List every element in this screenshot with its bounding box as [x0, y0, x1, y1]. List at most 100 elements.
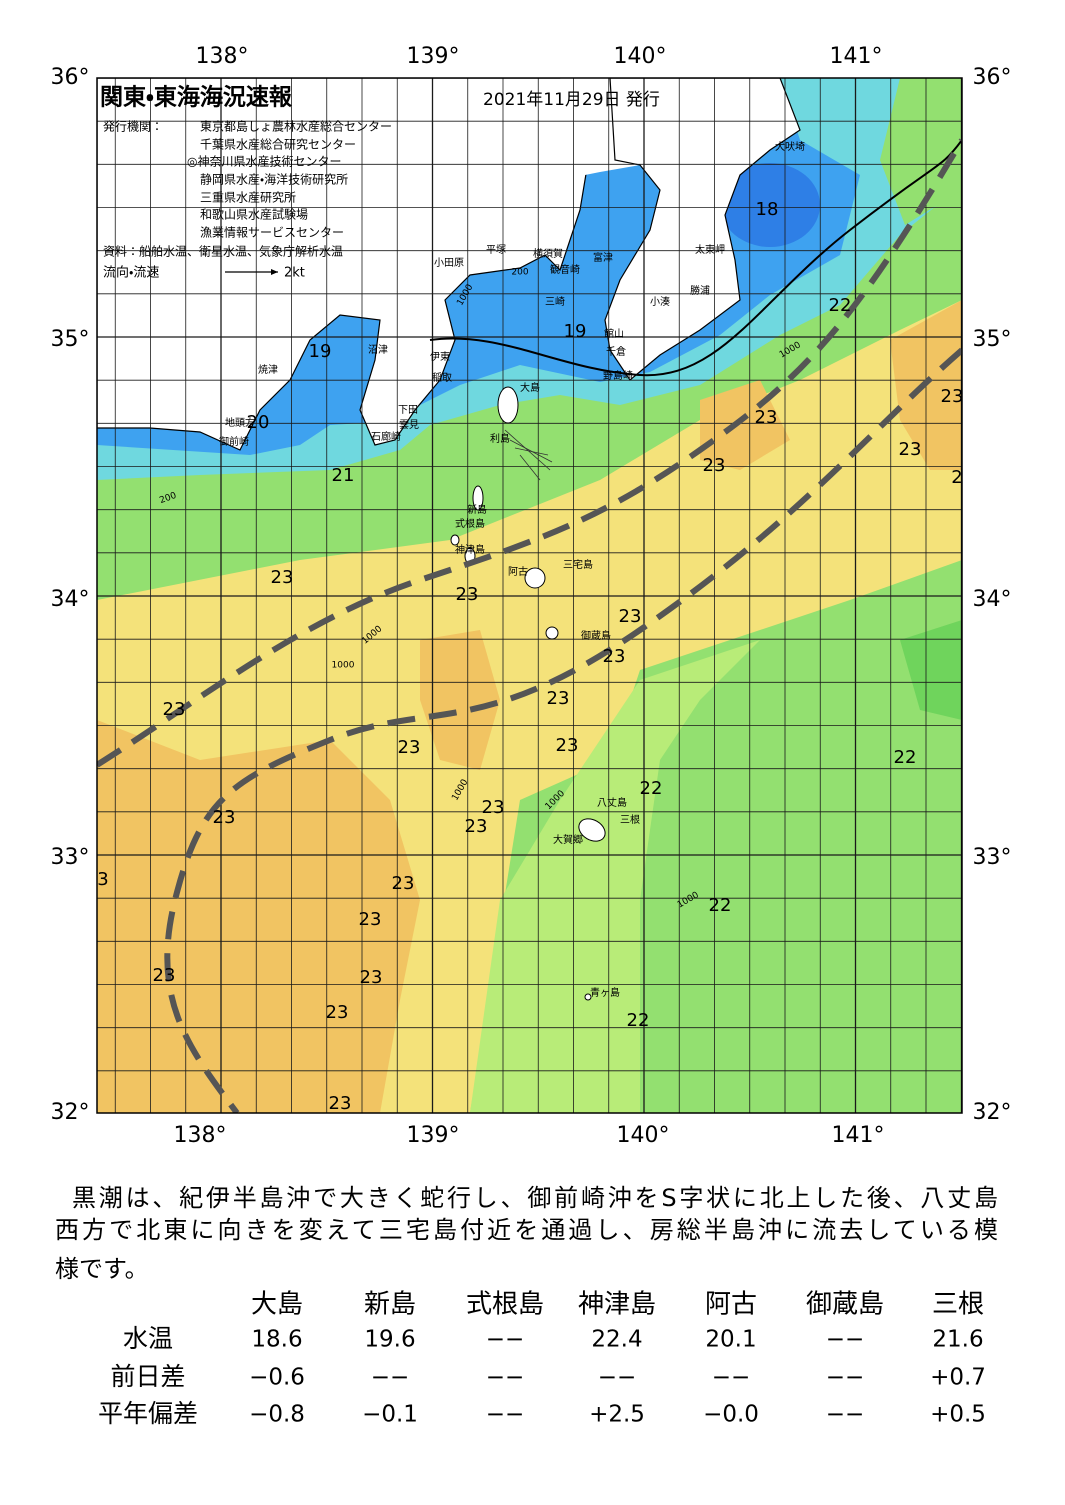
- legend-arrow-head: [271, 269, 278, 275]
- temperature-label: 18: [756, 199, 779, 220]
- current-vectors: [504, 429, 553, 481]
- temperature-label: 19: [309, 341, 332, 362]
- temperature-label: 20: [247, 412, 270, 433]
- water-lightgreen: [470, 640, 760, 1113]
- table-cell: +2.5: [589, 1402, 645, 1428]
- place-label: 三根: [620, 813, 640, 826]
- temperature-label: 23: [326, 1002, 349, 1023]
- table-header: 阿古: [705, 1290, 757, 1320]
- temperature-label: 23: [456, 584, 479, 605]
- longitude-label: 138°: [174, 1123, 227, 1148]
- place-label: 野島崎: [603, 369, 633, 382]
- table-cell: −−: [598, 1365, 637, 1391]
- table-cell: −0.6: [249, 1365, 305, 1391]
- issue-date: 2021年11月29日 発行: [483, 90, 660, 110]
- island: [578, 818, 606, 842]
- temperature-label: 23: [899, 439, 922, 460]
- description-line: 様です。: [55, 1255, 149, 1283]
- issuer: 千葉県水産総合研究センター: [200, 137, 356, 152]
- table-row-label: 水温: [123, 1324, 173, 1353]
- place-label: 三崎: [545, 295, 565, 308]
- place-label: 館山: [604, 327, 624, 340]
- table-cell: −−: [826, 1402, 865, 1428]
- place-label: 御蔵島: [581, 629, 611, 642]
- place-label: 御前崎: [219, 435, 249, 448]
- table-cell: −−: [486, 1365, 525, 1391]
- temperature-label: 23: [213, 807, 236, 828]
- table-cell: −0.1: [362, 1402, 418, 1428]
- map-title: 関東・東海海況速報: [100, 84, 293, 111]
- latitude-label: 34°: [51, 587, 90, 612]
- place-label: 三宅島: [563, 558, 593, 571]
- place-label: 下田: [398, 405, 418, 416]
- place-label: 阿古: [508, 565, 528, 578]
- latitude-label: 32°: [973, 1100, 1012, 1125]
- legend-label: 流向・流速: [103, 265, 159, 281]
- issuer: 東京都島しょ農林水産総合センター: [200, 119, 392, 134]
- place-label: 小田原: [434, 257, 464, 269]
- issuer: 静岡県水産・海洋技術研究所: [200, 172, 348, 187]
- island: [524, 567, 546, 589]
- table-row-label: 前日差: [110, 1362, 185, 1391]
- water-orange: [420, 630, 500, 770]
- temperature-label: 23: [271, 567, 294, 588]
- place-label: 稲取: [432, 372, 452, 384]
- temperature-label: 23: [482, 797, 505, 818]
- description-line: 西方で北東に向きを変えて三宅島付近を通過し、房総半島沖に流去している模: [55, 1216, 998, 1244]
- kuroshio-path: [97, 138, 962, 768]
- map-body: [97, 78, 962, 1113]
- map-frame: [96, 77, 963, 1114]
- table-cell: +0.7: [930, 1365, 986, 1391]
- latitude-label: 34°: [973, 587, 1012, 612]
- place-label: 八丈島: [597, 796, 627, 809]
- temperature-label: 23: [465, 816, 488, 837]
- table-cell: −−: [712, 1365, 751, 1391]
- temperature-label: 23: [360, 967, 383, 988]
- table-cell: +0.5: [930, 1402, 986, 1428]
- temperature-label: 22: [640, 778, 663, 799]
- longitude-label: 140°: [614, 44, 667, 69]
- land-honshu: [97, 78, 591, 451]
- latitude-label: 32°: [51, 1100, 90, 1125]
- place-label: 伊東: [430, 350, 450, 363]
- latitude-label: 33°: [51, 845, 90, 870]
- table-header: 新島: [364, 1290, 416, 1320]
- longitude-label: 139°: [407, 44, 460, 69]
- place-label: 地頭方: [225, 416, 255, 429]
- longitude-label: 138°: [196, 44, 249, 69]
- temperature-label: 23: [329, 1093, 352, 1114]
- island: [545, 626, 559, 640]
- table-header: 神津島: [578, 1290, 656, 1320]
- place-label: 青ヶ島: [590, 986, 620, 999]
- place-label: 石廊崎: [371, 430, 401, 443]
- temperature-label: 2: [951, 467, 962, 488]
- temperature-label: 23: [398, 737, 421, 758]
- table-cell: −0.0: [703, 1402, 759, 1428]
- table-cell: −−: [371, 1365, 410, 1391]
- longitude-label: 141°: [832, 1123, 885, 1148]
- land-boso: [604, 78, 801, 381]
- issuer: 和歌山県水産試験場: [200, 207, 308, 222]
- kuroshio-path: [164, 347, 962, 1113]
- place-label: 沼津: [368, 343, 388, 356]
- table-header: 式根島: [466, 1290, 544, 1320]
- place-label: 観音崎: [550, 263, 580, 276]
- latitude-label: 36°: [51, 65, 90, 90]
- table-cell: −−: [486, 1327, 525, 1353]
- temperature-label: 23: [163, 699, 186, 720]
- temperature-label: 22: [894, 747, 917, 768]
- place-label: 横須賀: [533, 247, 563, 260]
- place-label: 焼津: [258, 364, 278, 376]
- issuer: 三重県水産研究所: [200, 191, 296, 205]
- place-label: 利島: [490, 432, 510, 445]
- temperature-label: 23: [547, 688, 570, 709]
- place-label: 太東岬: [695, 243, 725, 256]
- place-label: 式根島: [455, 517, 485, 530]
- latitude-label: 33°: [973, 845, 1012, 870]
- temperature-label: 23: [619, 606, 642, 627]
- latitude-label: 36°: [973, 65, 1012, 90]
- table-header: 三根: [932, 1290, 984, 1320]
- water-green: [880, 78, 962, 225]
